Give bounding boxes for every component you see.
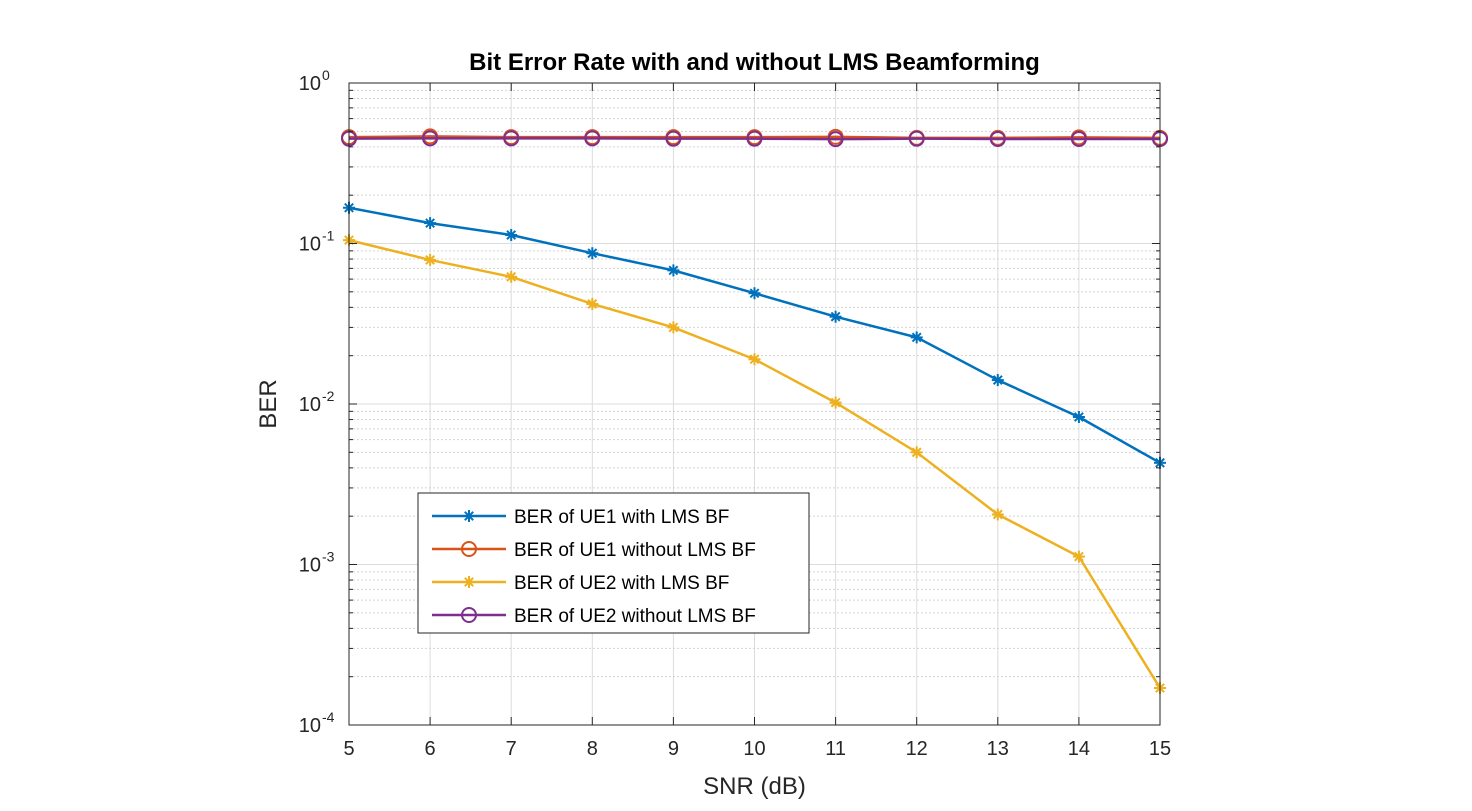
y-axis-label: BER (255, 379, 282, 428)
data-point (461, 607, 477, 623)
data-point (991, 508, 1004, 521)
y-tick-exponent: -2 (322, 388, 335, 404)
y-tick-exponent: -3 (322, 549, 335, 565)
x-tick-label: 15 (1149, 738, 1171, 760)
legend-entry: BER of UE2 without LMS BF (432, 606, 756, 627)
data-point (584, 130, 601, 147)
data-point (989, 130, 1006, 147)
legend-entry: BER of UE1 without LMS BF (432, 540, 756, 561)
data-point (829, 396, 842, 409)
y-tick-base: 10 (299, 715, 321, 737)
legend-entry: BER of UE1 with LMS BF (432, 507, 729, 528)
data-point (667, 321, 680, 334)
y-tick-base: 10 (299, 555, 321, 577)
y-tick-base: 10 (299, 394, 321, 416)
series-4 (341, 130, 1168, 148)
data-point (910, 446, 923, 459)
legend-label: BER of UE1 without LMS BF (514, 540, 756, 561)
x-tick-label: 5 (343, 738, 354, 760)
data-point (463, 510, 475, 522)
x-axis-label: SNR (dB) (703, 773, 806, 800)
x-tick-label: 10 (743, 738, 765, 760)
data-point (503, 130, 520, 147)
x-tick-label: 14 (1068, 738, 1090, 760)
y-tick-base: 10 (299, 73, 321, 95)
x-tick-label: 7 (506, 738, 517, 760)
data-point (827, 131, 844, 148)
data-point (586, 247, 599, 260)
data-point (463, 576, 475, 588)
data-point (665, 130, 682, 147)
data-point (424, 217, 437, 230)
data-point (461, 541, 477, 557)
x-tick-label: 8 (587, 738, 598, 760)
legend-entry: BER of UE2 with LMS BF (432, 573, 729, 594)
data-point (1072, 410, 1085, 423)
y-tick-label: 10 (299, 715, 321, 737)
y-tick-base: 10 (299, 234, 321, 256)
y-tick-label: 10 (299, 73, 321, 95)
legend: BER of UE1 with LMS BF BER of UE1 without… (417, 492, 810, 634)
data-point (908, 130, 925, 147)
data-point (667, 264, 680, 277)
data-point (748, 287, 761, 300)
legend-label: BER of UE1 with LMS BF (514, 507, 729, 528)
data-point (829, 310, 842, 323)
data-point (505, 228, 518, 241)
data-point (424, 253, 437, 266)
data-point (1072, 550, 1085, 563)
x-tick-label: 12 (906, 738, 928, 760)
series-1 (343, 201, 1166, 469)
data-point (422, 130, 439, 147)
x-tick-label: 9 (668, 738, 679, 760)
y-tick-exponent: 0 (322, 67, 330, 83)
x-tick-label: 13 (987, 738, 1009, 760)
data-point (1070, 130, 1087, 147)
chart-title: Bit Error Rate with and without LMS Beam… (469, 49, 1040, 76)
y-tick-label: 10 (299, 555, 321, 577)
data-point (910, 331, 923, 344)
x-tick-label: 6 (425, 738, 436, 760)
y-tick-label: 10 (299, 394, 321, 416)
legend-label: BER of UE2 with LMS BF (514, 573, 729, 594)
data-point (748, 353, 761, 366)
data-point (505, 270, 518, 283)
y-tick-exponent: -4 (322, 709, 335, 725)
x-tick-label: 11 (825, 738, 846, 760)
series-line (348, 137, 1160, 141)
data-point (746, 130, 763, 147)
legend-label: BER of UE2 without LMS BF (514, 606, 756, 627)
data-point (586, 297, 599, 310)
y-tick-label: 10 (299, 234, 321, 256)
data-point (991, 374, 1004, 387)
y-tick-exponent: -1 (322, 228, 335, 244)
